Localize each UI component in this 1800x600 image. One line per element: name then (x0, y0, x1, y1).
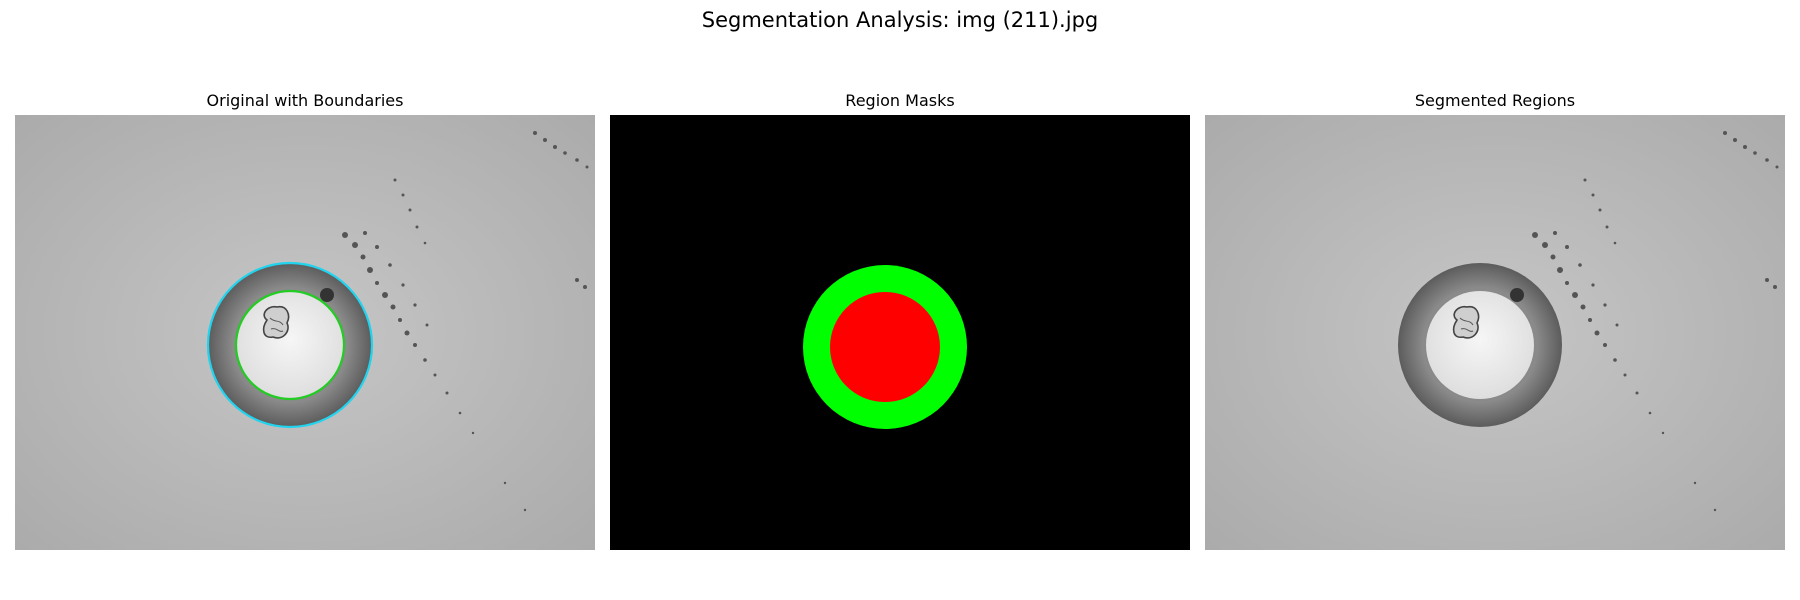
debris-particle (320, 288, 334, 302)
cell-cluster (262, 305, 290, 339)
well-interior (1426, 291, 1534, 399)
mask-image (610, 115, 1190, 550)
inner-boundary (234, 289, 346, 401)
outer-boundary (206, 261, 374, 429)
segmented-image (1205, 115, 1785, 550)
debris-trail (342, 131, 589, 512)
cell-cluster (1452, 305, 1480, 339)
panel-region-masks (610, 115, 1190, 550)
well-interior (236, 291, 344, 399)
figure-title: Segmentation Analysis: img (211).jpg (701, 8, 1099, 32)
panel-title-segmented: Segmented Regions (1414, 91, 1576, 110)
panel-original-with-boundaries (15, 115, 595, 550)
panel-title-masks: Region Masks (845, 91, 955, 110)
debris-trail (1532, 131, 1779, 512)
mask-core-region (830, 292, 940, 402)
panel-title-original: Original with Boundaries (206, 91, 404, 110)
debris-particle (1510, 288, 1524, 302)
original-image (15, 115, 595, 550)
panel-segmented-regions (1205, 115, 1785, 550)
